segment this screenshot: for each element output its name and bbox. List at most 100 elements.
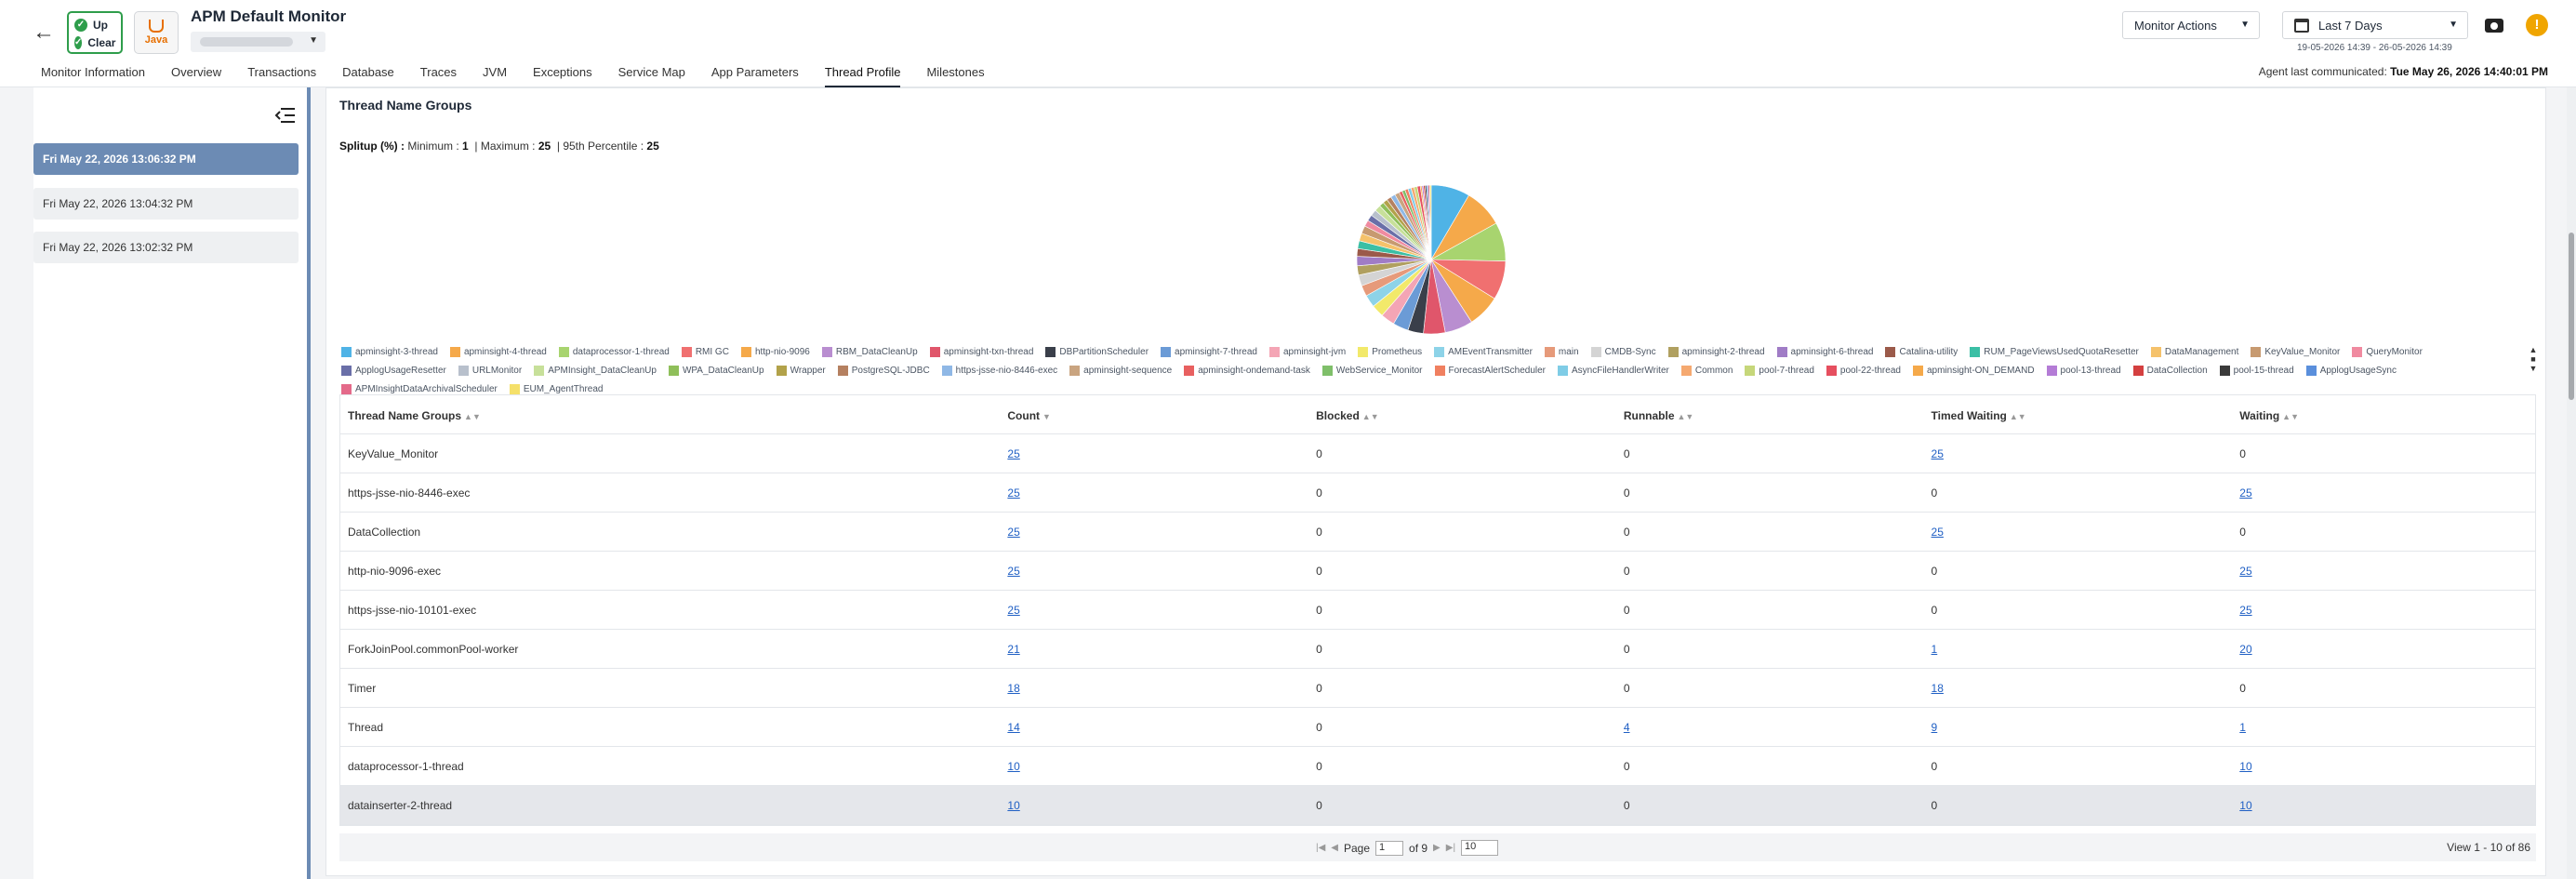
legend-item[interactable]: DataManagement — [2150, 345, 2238, 359]
count-link[interactable]: 21 — [1007, 643, 1020, 656]
legend-item[interactable]: https-jsse-nio-8446-exec — [941, 364, 1057, 378]
count-link[interactable]: 25 — [1007, 486, 1020, 499]
tab-traces[interactable]: Traces — [419, 65, 458, 79]
legend-item[interactable]: apminsight-4-thread — [449, 345, 547, 359]
legend-item[interactable]: ApplogUsageSync — [2305, 364, 2397, 378]
legend-item[interactable]: apminsight-2-thread — [1667, 345, 1765, 359]
table-row[interactable]: datainserter-2-thread 10 0 0 0 10 — [340, 786, 2535, 825]
snapshot-item[interactable]: Fri May 22, 2026 13:06:32 PM — [33, 143, 299, 175]
monitor-select-dropdown[interactable]: ▼ — [191, 32, 325, 52]
count-link[interactable]: 18 — [1007, 682, 1020, 695]
legend-item[interactable]: KeyValue_Monitor — [2251, 345, 2340, 359]
legend-item[interactable]: Wrapper — [776, 364, 826, 378]
legend-item[interactable]: apminsight-7-thread — [1161, 345, 1257, 359]
legend-item[interactable]: Prometheus — [1358, 345, 1422, 359]
count-link[interactable]: 25 — [1007, 526, 1020, 539]
table-row[interactable]: DataCollection 25 0 0 25 0 — [340, 513, 2535, 552]
legend-item[interactable]: APMInsight_DataCleanUp — [534, 364, 657, 378]
page-input[interactable]: 1 — [1375, 840, 1404, 856]
legend-item[interactable]: http-nio-9096 — [740, 345, 810, 359]
count-link[interactable]: 25 — [1931, 447, 1944, 460]
legend-item[interactable]: apminsight-3-thread — [341, 345, 438, 359]
count-link[interactable]: 14 — [1007, 721, 1020, 734]
legend-item[interactable]: apminsight-jvm — [1268, 345, 1346, 359]
pie-slice[interactable] — [1428, 184, 1432, 260]
count-link[interactable]: 25 — [2239, 486, 2252, 499]
tab-jvm[interactable]: JVM — [483, 65, 508, 79]
tab-transactions[interactable]: Transactions — [247, 65, 317, 79]
back-arrow-icon[interactable]: ← — [33, 20, 55, 45]
legend-item[interactable]: EUM_AgentThread — [509, 382, 603, 396]
legend-item[interactable]: pool-7-thread — [1745, 364, 1814, 378]
legend-item[interactable]: dataprocessor-1-thread — [558, 345, 670, 359]
legend-item[interactable]: URLMonitor — [458, 364, 522, 378]
date-range-dropdown[interactable]: Last 7 Days ▼ — [2282, 11, 2468, 39]
legend-item[interactable]: Catalina-utility — [1885, 345, 1958, 359]
col-thread-name-groups[interactable]: Thread Name Groups ▲▼ — [348, 409, 481, 422]
legend-item[interactable]: AsyncFileHandlerWriter — [1558, 364, 1669, 378]
snapshot-item[interactable]: Fri May 22, 2026 13:02:32 PM — [33, 232, 299, 263]
count-link[interactable]: 25 — [2239, 604, 2252, 617]
tab-monitor-information[interactable]: Monitor Information — [41, 65, 145, 79]
col-blocked[interactable]: Blocked ▲▼ — [1316, 409, 1379, 422]
legend-item[interactable]: RBM_DataCleanUp — [821, 345, 918, 359]
legend-item[interactable]: DBPartitionScheduler — [1045, 345, 1149, 359]
legend-item[interactable]: pool-13-thread — [2046, 364, 2121, 378]
legend-item[interactable]: apminsight-ondemand-task — [1184, 364, 1310, 378]
legend-item[interactable]: ForecastAlertScheduler — [1434, 364, 1546, 378]
legend-item[interactable]: pool-15-thread — [2219, 364, 2294, 378]
col-runnable[interactable]: Runnable ▲▼ — [1623, 409, 1694, 422]
table-row[interactable]: https-jsse-nio-10101-exec 25 0 0 0 25 — [340, 591, 2535, 630]
legend-item[interactable]: apminsight-6-thread — [1776, 345, 1873, 359]
legend-item[interactable]: DataCollection — [2132, 364, 2208, 378]
count-link[interactable]: 10 — [1007, 799, 1020, 812]
table-row[interactable]: https-jsse-nio-8446-exec 25 0 0 0 25 — [340, 473, 2535, 513]
snapshot-item[interactable]: Fri May 22, 2026 13:04:32 PM — [33, 188, 299, 220]
tab-milestones[interactable]: Milestones — [926, 65, 985, 79]
alert-icon[interactable]: ! — [2526, 14, 2548, 36]
legend-item[interactable]: apminsight-sequence — [1069, 364, 1172, 378]
table-row[interactable]: Timer 18 0 0 18 0 — [340, 669, 2535, 708]
col-count[interactable]: Count ▼ — [1007, 409, 1051, 422]
collapse-panel-icon[interactable] — [273, 106, 296, 125]
page-scrollbar-thumb[interactable] — [2569, 233, 2574, 400]
legend-item[interactable]: Common — [1680, 364, 1733, 378]
table-row[interactable]: Thread 14 0 4 9 1 — [340, 708, 2535, 747]
legend-scroll[interactable]: ▲ ■ ▼ — [2529, 345, 2538, 373]
col-timed-waiting[interactable]: Timed Waiting ▲▼ — [1931, 409, 2026, 422]
first-page-icon[interactable]: |◀ — [1316, 843, 1326, 853]
table-row[interactable]: KeyValue_Monitor 25 0 0 25 0 — [340, 434, 2535, 473]
legend-item[interactable]: main — [1544, 345, 1579, 359]
count-link[interactable]: 10 — [2239, 760, 2252, 773]
col-waiting[interactable]: Waiting ▲▼ — [2239, 409, 2299, 422]
count-link[interactable]: 9 — [1931, 721, 1938, 734]
count-link[interactable]: 25 — [2239, 565, 2252, 578]
legend-item[interactable]: apminsight-txn-thread — [929, 345, 1033, 359]
legend-item[interactable]: apminsight-ON_DEMAND — [1912, 364, 2035, 378]
legend-item[interactable]: RUM_PageViewsUsedQuotaResetter — [1970, 345, 2139, 359]
camera-icon[interactable] — [2481, 13, 2507, 37]
count-link[interactable]: 1 — [2239, 721, 2246, 734]
count-link[interactable]: 25 — [1007, 604, 1020, 617]
legend-item[interactable]: APMInsightDataArchivalScheduler — [341, 382, 498, 396]
last-page-icon[interactable]: ▶| — [1445, 843, 1456, 853]
count-link[interactable]: 4 — [1623, 721, 1630, 734]
tab-app-parameters[interactable]: App Parameters — [710, 65, 799, 79]
next-page-icon[interactable]: ▶ — [1433, 843, 1441, 853]
count-link[interactable]: 18 — [1931, 682, 1944, 695]
tab-overview[interactable]: Overview — [171, 65, 222, 79]
legend-item[interactable]: WPA_DataCleanUp — [668, 364, 764, 378]
per-page-select[interactable]: 10 — [1461, 840, 1499, 856]
count-link[interactable]: 1 — [1931, 643, 1938, 656]
table-row[interactable]: http-nio-9096-exec 25 0 0 0 25 — [340, 552, 2535, 591]
prev-page-icon[interactable]: ◀ — [1331, 843, 1338, 853]
count-link[interactable]: 10 — [2239, 799, 2252, 812]
legend-item[interactable]: ApplogUsageResetter — [341, 364, 446, 378]
legend-item[interactable]: CMDB-Sync — [1590, 345, 1656, 359]
tab-exceptions[interactable]: Exceptions — [533, 65, 592, 79]
count-link[interactable]: 25 — [1007, 447, 1020, 460]
tab-thread-profile[interactable]: Thread Profile — [824, 61, 901, 87]
table-row[interactable]: dataprocessor-1-thread 10 0 0 0 10 — [340, 747, 2535, 786]
legend-item[interactable]: WebService_Monitor — [1321, 364, 1423, 378]
legend-item[interactable]: pool-22-thread — [1826, 364, 1901, 378]
